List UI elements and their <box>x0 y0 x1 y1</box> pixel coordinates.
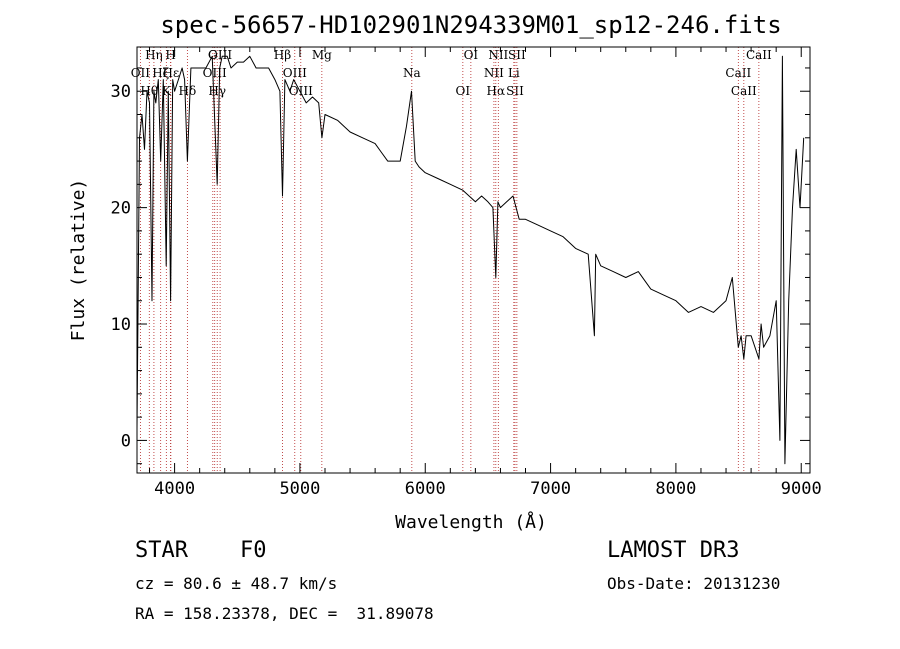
spectral-line-label: OI <box>456 84 471 98</box>
x-tick-label: 4000 <box>154 479 195 499</box>
spectral-line-label: NII <box>488 48 508 62</box>
x-tick-label: 5000 <box>279 479 320 499</box>
spectral-lines-layer: HβOIIIOIIIMgNaOIOINIIHαNIILiSIISIICaIICa… <box>131 47 772 473</box>
spectral-line-label: G <box>208 48 218 62</box>
y-tick-label: 30 <box>111 82 131 102</box>
spectral-line-label: OII <box>131 66 151 80</box>
x-axis-label: Wavelength (Å) <box>395 511 547 533</box>
x-tick-label: 8000 <box>655 479 696 499</box>
series-layer <box>136 55 805 465</box>
spectral-line-label: Na <box>403 66 421 80</box>
spectral-line-label: Hη <box>145 48 163 62</box>
spectral-line-label: CaII <box>731 84 757 98</box>
object-class: STAR <box>135 538 188 563</box>
ticks-layer: 4000 5000 6000 7000 8000 9000 0 10 20 30 <box>111 47 822 499</box>
survey-name: LAMOST DR3 <box>607 538 740 563</box>
plot-frame <box>136 46 811 474</box>
spectral-line-label: Hβ <box>274 48 291 62</box>
spectral-line-label: NII <box>484 66 504 80</box>
spectral-line-label: OIII <box>208 48 232 62</box>
chart-title: spec-56657-HD102901N294339M01_sp12-246.f… <box>160 11 781 39</box>
spectral-line-label: Mg <box>312 48 332 62</box>
spectral-line-label: SII <box>506 84 524 98</box>
spectral-line-label: SII <box>508 48 526 62</box>
spectral-line-label: Hδ <box>179 84 197 98</box>
spectral-line-label: Li <box>508 66 520 80</box>
spectral-line-label: OIII <box>289 84 313 98</box>
y-tick-label: 20 <box>111 199 131 219</box>
y-tick-label: 0 <box>121 431 131 451</box>
spectral-line-label: H <box>165 48 175 62</box>
spectral-line-label: OI <box>464 48 479 62</box>
x-tick-label: 7000 <box>530 479 571 499</box>
spectral-line-label: Hα <box>487 84 506 98</box>
y-tick-label: 10 <box>111 315 131 335</box>
x-tick-label: 6000 <box>405 479 446 499</box>
spectral-line-label: Hζ <box>152 66 169 80</box>
spectral-line-label: K <box>162 84 172 98</box>
spectral-line-label: CaII <box>746 48 772 62</box>
spectral-line-label: Hγ <box>208 84 226 98</box>
y-axis-label: Flux (relative) <box>68 179 89 342</box>
obs-date: Obs-Date: 20131230 <box>607 574 781 593</box>
coordinates: RA = 158.23378, DEC = 31.89078 <box>135 604 434 623</box>
x-tick-label: 9000 <box>781 479 822 499</box>
spectral-line-label: Hε <box>162 66 179 80</box>
spectral-line-label: OIII <box>283 66 307 80</box>
redshift-cz: cz = 80.6 ± 48.7 km/s <box>135 574 338 593</box>
object-subclass: F0 <box>240 538 267 563</box>
spectral-line-label: OIII <box>203 66 227 80</box>
spectrum-line <box>136 55 805 465</box>
spectral-line-label: CaII <box>725 66 751 80</box>
